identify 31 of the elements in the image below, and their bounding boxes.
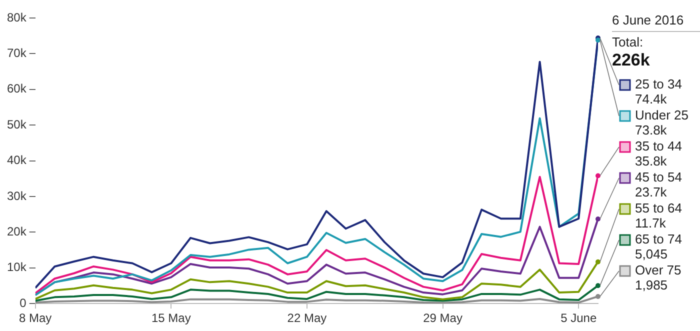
x-tick-label: 8 May: [19, 311, 52, 326]
y-tick-label: 70k: [6, 46, 28, 60]
legend-label: Under 25: [635, 108, 688, 123]
legend-label: 55 to 64: [635, 200, 682, 216]
legend-label: 25 to 34: [635, 76, 682, 92]
x-tick-label: 29 May: [423, 311, 462, 326]
text: 6 June 2016: [612, 12, 684, 28]
y-tick-label: 30k: [6, 188, 28, 203]
x-tick-label: 22 May: [287, 311, 327, 326]
x-tick-label: 15 May: [151, 311, 191, 326]
y-tick-label: 20k: [6, 224, 28, 239]
text: 226k: [612, 50, 650, 70]
text: Total:: [612, 34, 644, 50]
legend-label: Over 75: [635, 262, 682, 278]
text: 1,985: [635, 278, 668, 293]
text: 73.8k: [635, 122, 668, 138]
text: 35.8k: [635, 154, 668, 169]
text: 11.7k: [635, 216, 666, 231]
legend-label: 65 to 74: [635, 232, 682, 247]
y-tick-label: 10k: [6, 260, 28, 274]
text: 23.7k: [635, 184, 668, 200]
legend-label: 35 to 44: [635, 138, 682, 154]
text: 5,045: [635, 246, 668, 262]
y-tick-label: 0: [20, 296, 27, 310]
y-tick-label: 50k: [6, 117, 28, 132]
legend-label: 45 to 54: [635, 170, 682, 185]
y-tick-label: 40k: [6, 153, 28, 168]
text: 74.4k: [635, 92, 668, 107]
y-tick-label: 80k: [6, 10, 28, 24]
y-tick-label: 60k: [6, 82, 28, 96]
x-tick-label: 5 June: [560, 311, 597, 326]
